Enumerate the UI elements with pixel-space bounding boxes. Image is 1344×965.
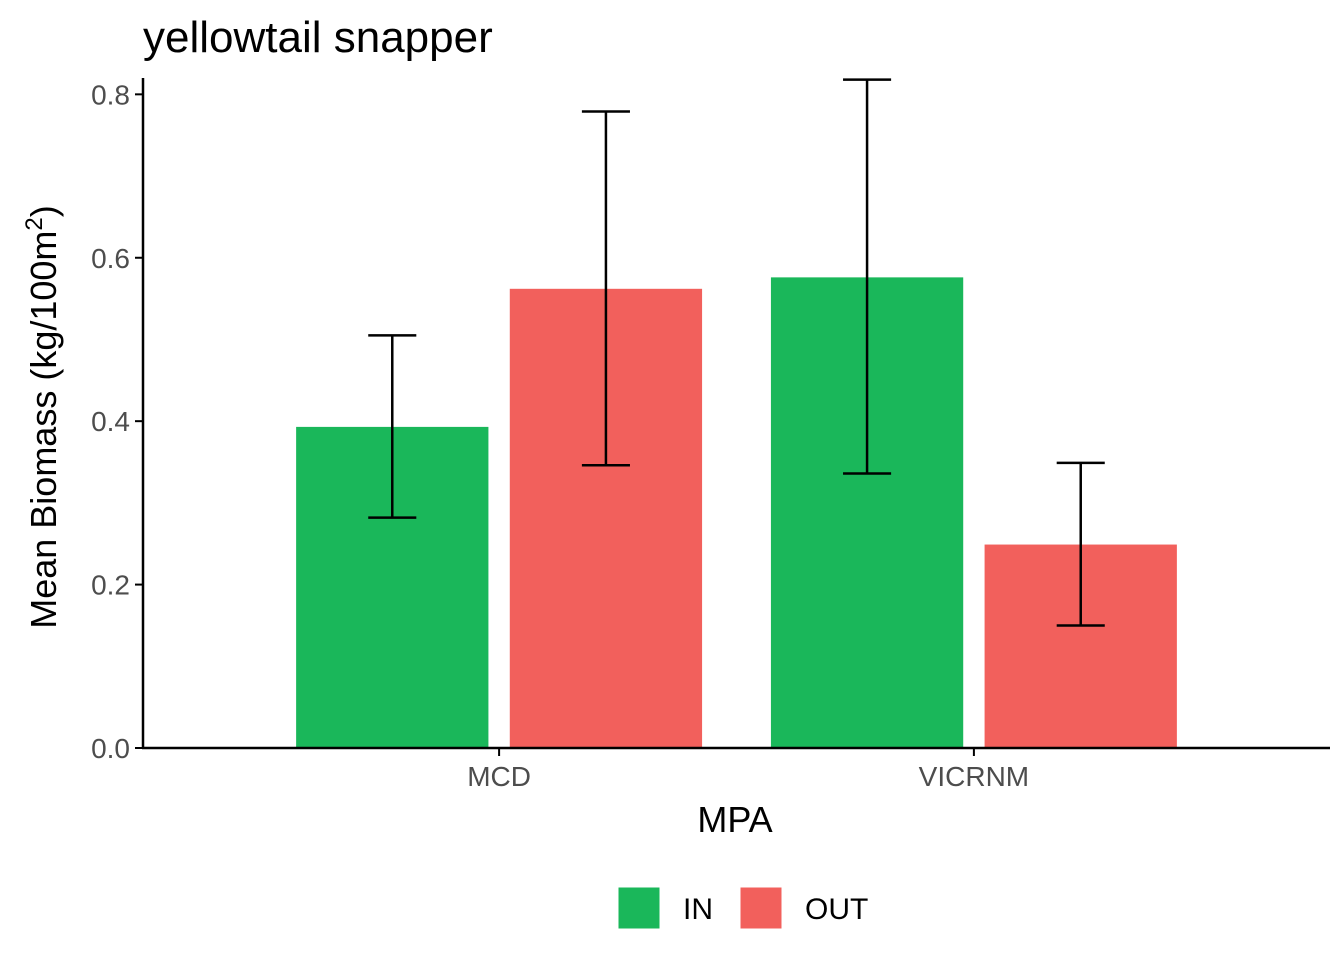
x-tick-label-mcd: MCD bbox=[467, 761, 531, 792]
error-bar-out-vicrnm bbox=[1056, 461, 1105, 627]
y-tick-label: 0.8 bbox=[91, 79, 130, 110]
legend-item-out: OUT bbox=[739, 886, 868, 930]
legend-key-out bbox=[739, 886, 783, 930]
legend-key-in bbox=[617, 886, 661, 930]
y-tick-label: 0.4 bbox=[91, 406, 130, 437]
chart-title: yellowtail snapper bbox=[143, 13, 493, 62]
x-tick-label-vicrnm: VICRNM bbox=[919, 761, 1029, 792]
x-axis-title: MPA bbox=[697, 799, 772, 840]
legend-label-in: IN bbox=[683, 893, 713, 926]
error-bar-out-mcd bbox=[581, 110, 630, 467]
legend-item-in: IN bbox=[617, 886, 713, 930]
legend-label-out: OUT bbox=[805, 893, 868, 926]
error-bar-in-vicrnm bbox=[843, 78, 892, 475]
y-tick-label: 0.0 bbox=[91, 733, 130, 764]
y-axis-title: Mean Biomass (kg/100m2) bbox=[21, 205, 64, 629]
y-axis-title-superscript: 2 bbox=[21, 217, 48, 230]
error-bars-layer bbox=[368, 78, 1105, 627]
y-tick-label: 0.6 bbox=[91, 243, 130, 274]
y-tick-label: 0.2 bbox=[91, 570, 130, 601]
y-axis-title-main: Mean Biomass (kg/100m bbox=[23, 231, 64, 629]
axes-layer: MCD VICRNM 0.0 0.2 0.4 0.6 0.8 bbox=[91, 78, 1330, 792]
y-axis-title-close: ) bbox=[23, 205, 64, 217]
legend: IN OUT bbox=[617, 886, 868, 930]
error-bar-in-mcd bbox=[368, 334, 417, 519]
bars-layer bbox=[296, 277, 1177, 748]
